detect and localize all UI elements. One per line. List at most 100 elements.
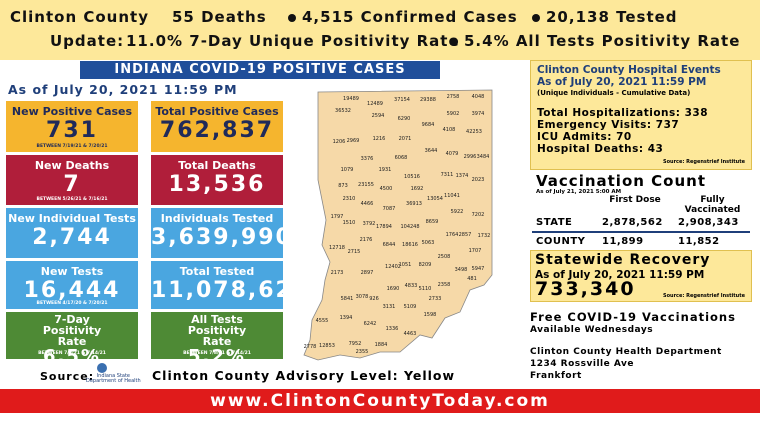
county-count: 12853 (319, 343, 335, 349)
county-count: 1206 (333, 139, 346, 145)
hospital-line: Total Hospitalizations: 338 (537, 107, 709, 119)
county-count: 36532 (335, 108, 351, 114)
county-count: 5902 (447, 111, 460, 117)
county-count: 9684 (422, 122, 435, 128)
tested: 20,138 Tested (546, 8, 678, 26)
county-count: 2758 (447, 94, 460, 100)
hospital-box: Clinton County Hospital Events As of Jul… (530, 60, 752, 170)
tile: Individuals Tested 3,639,990 (151, 208, 293, 258)
vaccination-cell: STATE (536, 217, 573, 228)
tile: Total Tested 11,078,629 (151, 261, 308, 309)
deaths: 55 Deaths (172, 8, 267, 26)
hospital-line: ICU Admits: 70 (537, 131, 632, 143)
county-count: 1732 (478, 233, 491, 239)
county-count: 2508 (438, 254, 451, 260)
county-count: 7202 (472, 212, 485, 218)
tile: 7-Day Positivity Rate 6.5% BETWEEN 7/8/21 … (6, 312, 138, 367)
county-count: 2857 (459, 232, 472, 238)
county-count: 1394 (340, 315, 353, 321)
county-count: 2071 (399, 136, 412, 142)
county-count: 1797 (331, 214, 344, 220)
county-count: 4463 (404, 331, 417, 337)
divider (532, 231, 750, 233)
vaccination-cell: 2,878,562 (602, 217, 663, 228)
col-header: First Dose (609, 195, 661, 205)
county-count: 12489 (367, 101, 383, 107)
tile: New Deaths 7 BETWEEN 5/26/21 & 7/16/21 (6, 155, 138, 205)
tile-value: 7 (63, 172, 81, 197)
banner: INDIANA COVID-19 POSITIVE CASES (80, 61, 440, 79)
county-count: 6290 (398, 116, 411, 122)
bullet (450, 38, 458, 46)
county-count: 8659 (426, 219, 439, 225)
hospital-line: Hospital Deaths: 43 (537, 143, 664, 155)
rate-7day: 11.0% 7-Day Unique Positivity Rate (126, 32, 460, 50)
tile-value: 6.5% (43, 346, 101, 367)
county-count: 1690 (387, 286, 400, 292)
recovery-value: 733,340 (535, 278, 636, 300)
county-count: 6242 (364, 321, 377, 327)
county-count: 6068 (395, 155, 408, 161)
vaccination-cell: COUNTY (536, 236, 586, 247)
county-count: 2176 (360, 237, 373, 243)
logo-text: Indiana State Department of Health (86, 374, 141, 384)
county-count: 5109 (404, 304, 417, 310)
vaccination-box: Vaccination Count As of July 21, 2021 5:… (530, 172, 752, 248)
county-count: 4500 (380, 186, 393, 192)
tile: All Tests Positivity Rate 5.2% BETWEEN 7/8… (151, 312, 283, 367)
tile-note: BETWEEN 5/26/21 & 7/16/21 (36, 197, 108, 202)
tile-value: 2,744 (32, 225, 112, 250)
col-header: Fully Vaccinated (684, 195, 741, 215)
county-count: 7087 (383, 206, 396, 212)
county-count: 19489 (343, 96, 359, 102)
county-count: 1707 (469, 248, 482, 254)
tile: Total Positive Cases 762,837 (151, 101, 283, 152)
county-count: 5841 (341, 296, 354, 302)
logo-line: Department of Health (86, 378, 141, 384)
county-count: 3974 (472, 111, 485, 117)
tile-label: Total Tested (179, 265, 255, 278)
tile: Total Deaths 13,536 (151, 155, 283, 205)
cases: 4,515 Confirmed Cases (302, 8, 518, 26)
county-count: 1598 (424, 312, 437, 318)
bullet (288, 14, 296, 22)
tile-value: 762,837 (159, 118, 275, 143)
county-count: 4555 (316, 318, 329, 324)
county-count: 1079 (341, 167, 354, 173)
state-outline (303, 89, 493, 361)
tile: New Positive Cases 731 BETWEEN 7/19/21 & 7… (6, 101, 138, 152)
tile: New Tests 16,444 BETWEEN 4/17/20 & 7/20/21 (6, 261, 138, 309)
hospital-title: Clinton County Hospital Events (537, 64, 721, 76)
county-count: 8209 (419, 262, 432, 268)
tile-value: 731 (46, 118, 98, 143)
tile-label: Total Positive Cases (155, 105, 279, 118)
tile-label: Individuals Tested (160, 212, 274, 225)
tile-value: 13,536 (168, 172, 266, 197)
tile-value: 5.2% (188, 346, 246, 367)
tile-label: Total Deaths (178, 159, 256, 172)
bullet (532, 14, 540, 22)
county-count: 6844 (383, 242, 396, 248)
tile-value: 3,639,990 (151, 225, 293, 250)
county-count: 4079 (446, 151, 459, 157)
county-name: Clinton County (10, 8, 149, 26)
county-count: 12402 (385, 264, 401, 270)
county-count: 2358 (438, 282, 451, 288)
county-count: 1051 (399, 262, 412, 268)
info-line: Free COVID-19 Vaccinations (530, 310, 736, 324)
info-line: Clinton County Health Department (530, 347, 722, 357)
update-label: Update: (50, 32, 125, 50)
county-count: 2733 (429, 296, 442, 302)
tile-note: BETWEEN 4/17/20 & 7/20/21 (36, 301, 108, 306)
county-count: 2310 (343, 196, 356, 202)
hospital-as-of: As of July 20, 2021 11:59 PM (537, 76, 707, 88)
county-count: 5063 (422, 240, 435, 246)
county-count: 2969 (347, 138, 360, 144)
county-count: 3484 (477, 154, 490, 160)
tile-label: New Positive Cases (11, 105, 133, 118)
recovery-title: Statewide Recovery (535, 252, 711, 268)
county-count: 10516 (404, 174, 420, 180)
hospital-source: Source: Regenstrief Institute (662, 159, 745, 165)
county-count: 5922 (451, 209, 464, 215)
tile-label: 7-Day Positivity Rate (42, 313, 102, 348)
